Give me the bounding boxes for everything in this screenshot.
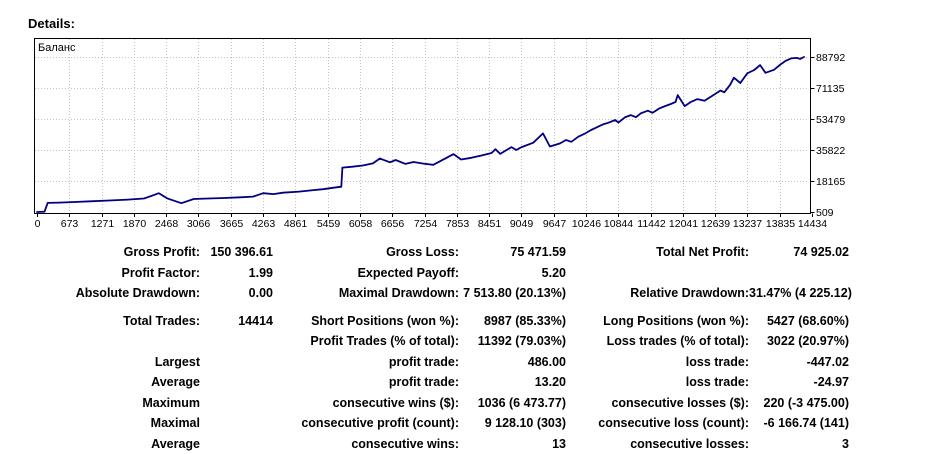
stat-label: Average — [0, 437, 200, 451]
stat-label: Short Positions (won %): — [273, 314, 459, 328]
stat-value: 150 396.61 — [200, 245, 273, 259]
x-axis-tick-label: 10246 — [572, 218, 601, 230]
stat-label: consecutive wins ($): — [273, 396, 459, 410]
stat-value: -6 166.74 (141) — [749, 416, 849, 430]
stat-value: 11392 (79.03%) — [459, 334, 566, 348]
y-axis-tick-label: 53479 — [816, 114, 845, 126]
stat-value: 5427 (68.60%) — [749, 314, 849, 328]
stat-label: Average — [0, 375, 200, 389]
x-axis-tick-label: 1870 — [123, 218, 147, 230]
x-axis-tick-label: 4263 — [252, 218, 276, 230]
stat-label: Loss trades (% of total): — [566, 334, 749, 348]
stat-label: consecutive wins: — [273, 437, 459, 451]
y-axis-tick-label: 71135 — [816, 83, 845, 95]
x-axis-tick-label: 0 — [35, 218, 41, 230]
stat-label: Largest — [0, 355, 200, 369]
stat-label: profit trade: — [273, 355, 459, 369]
stats-row: Maximum consecutive wins ($):1036 (6 473.… — [0, 393, 928, 414]
x-axis-tick-label: 9647 — [543, 218, 567, 230]
stat-label: consecutive losses ($): — [566, 396, 749, 410]
stat-value: 3022 (20.97%) — [749, 334, 849, 348]
stat-label: Maximal Drawdown: — [273, 286, 459, 300]
stat-value: 14414 — [200, 314, 273, 328]
stat-label: Total Trades: — [0, 314, 200, 328]
x-axis-tick-label: 11442 — [637, 218, 666, 230]
stat-value: -24.97 — [749, 375, 849, 389]
plot-area — [35, 39, 811, 214]
stat-value: 486.00 — [459, 355, 566, 369]
stat-value: 74 925.02 — [749, 245, 849, 259]
y-axis-tick-label: 509 — [816, 207, 834, 219]
x-axis-tick-label: 673 — [61, 218, 79, 230]
stat-value: 75 471.59 — [459, 245, 566, 259]
stat-label: Relative Drawdown: — [566, 286, 749, 300]
stat-label: Gross Profit: — [0, 245, 200, 259]
x-axis-tick-label: 7254 — [414, 218, 438, 230]
stat-value: 220 (-3 475.00) — [749, 396, 849, 410]
x-axis-tick-label: 1271 — [91, 218, 115, 230]
stat-value: 13.20 — [459, 375, 566, 389]
stat-label: consecutive losses: — [566, 437, 749, 451]
balance-chart: 0 673 1271 1870 2468 3066 3665 4263 4861 5459 6058… — [0, 0, 928, 236]
x-axis-tick-label: 7853 — [446, 218, 470, 230]
chart-series-label: Баланс — [38, 42, 76, 54]
stat-label: Absolute Drawdown: — [0, 286, 200, 300]
stat-label: Maximal — [0, 416, 200, 430]
x-axis-tick-label: 3665 — [220, 218, 244, 230]
stat-value: 8987 (85.33%) — [459, 314, 566, 328]
stat-label: loss trade: — [566, 355, 749, 369]
x-axis-tick-label: 3066 — [187, 218, 211, 230]
stat-label: consecutive profit (count): — [273, 416, 459, 430]
x-axis-tick-label: 8451 — [478, 218, 502, 230]
stats-row: Maximal consecutive profit (count):9 128.… — [0, 413, 928, 434]
x-axis-tick-label: 12041 — [669, 218, 698, 230]
x-axis-tick-label: 6656 — [381, 218, 405, 230]
stat-label: loss trade: — [566, 375, 749, 389]
x-axis-tick-label: 12639 — [701, 218, 730, 230]
stat-value: 31.47% (4 225.12) — [749, 286, 849, 300]
stat-label: consecutive loss (count): — [566, 416, 749, 430]
stat-label: Profit Factor: — [0, 266, 200, 280]
stats-row: Profit Trades (% of total):11392 (79.03%… — [0, 331, 928, 352]
stat-label: Gross Loss: — [273, 245, 459, 259]
x-axis-tick-label: 10844 — [604, 218, 633, 230]
stat-label: Long Positions (won %): — [566, 314, 749, 328]
x-axis-tick-label: 6058 — [349, 218, 373, 230]
stat-value: 1.99 — [200, 266, 273, 280]
stat-value: 7 513.80 (20.13%) — [459, 286, 566, 300]
y-axis-tick-label: 35822 — [816, 145, 845, 157]
stat-value: 9 128.10 (303) — [459, 416, 566, 430]
x-axis-tick-label: 13237 — [733, 218, 762, 230]
y-axis-tick-label: 18165 — [816, 176, 845, 188]
x-axis-tick-label: 5459 — [317, 218, 341, 230]
stat-label: Profit Trades (% of total): — [273, 334, 459, 348]
x-axis-tick-label: 14434 — [798, 218, 827, 230]
x-axis-tick-label: 9049 — [510, 218, 534, 230]
stat-value: 1036 (6 473.77) — [459, 396, 566, 410]
stat-value: 5.20 — [459, 266, 566, 280]
stat-value: 0.00 — [200, 286, 273, 300]
x-axis-tick-label: 13835 — [766, 218, 795, 230]
stat-label: Total Net Profit: — [566, 245, 749, 259]
stat-label: Maximum — [0, 396, 200, 410]
stat-label: Expected Payoff: — [273, 266, 459, 280]
stat-value: 3 — [749, 437, 849, 451]
x-axis-tick-label: 2468 — [155, 218, 179, 230]
stat-value: 13 — [459, 437, 566, 451]
x-axis-tick-label: 4861 — [284, 218, 308, 230]
stat-label: profit trade: — [273, 375, 459, 389]
stat-value: -447.02 — [749, 355, 849, 369]
y-axis-tick-label: 88792 — [816, 52, 845, 64]
